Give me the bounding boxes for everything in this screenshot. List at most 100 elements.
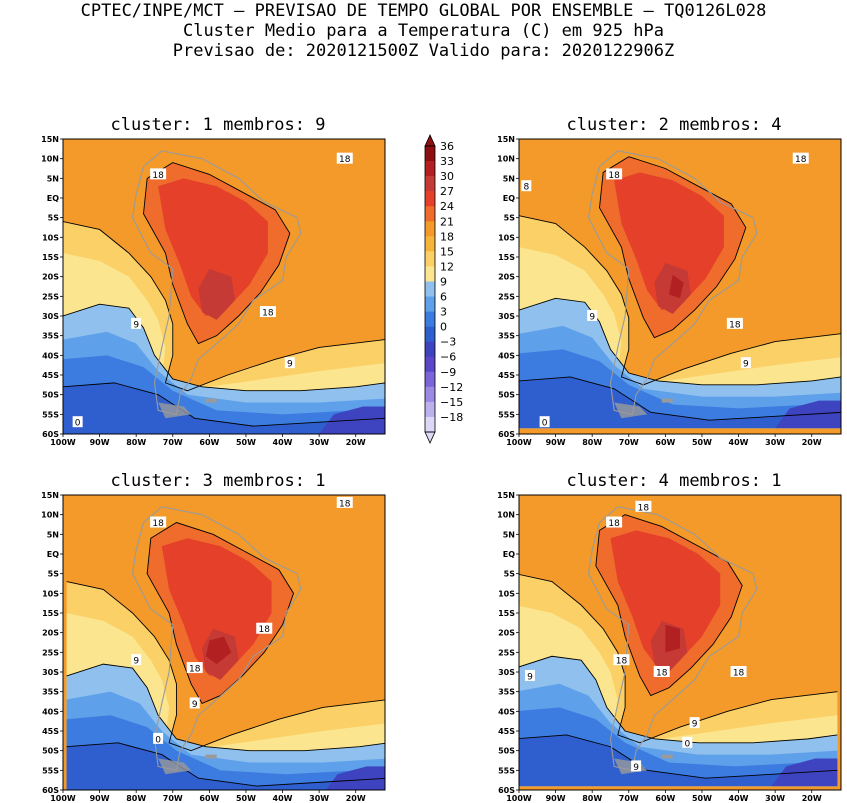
contour-label: 18 [635,500,652,513]
x-tick-label: 30W [309,438,329,447]
y-tick-label: 10S [498,589,515,598]
contour-label: 9 [587,310,598,323]
y-tick-label: 55S [498,766,515,775]
x-tick-label: 90W [90,794,110,803]
y-tick-label: 5N [503,174,515,183]
contour-label-box [653,666,670,677]
contour-label-text: 18 [152,171,164,181]
contour-label-text: 9 [287,360,293,370]
y-tick-label: 15N [41,491,59,500]
contour-label-box [539,416,550,428]
y-tick-label: 5S [504,570,516,579]
field-band-27 [161,538,272,676]
y-tick-label: 50S [42,391,59,400]
figure-title-line-3: Previsao de: 2020121500Z Valido para: 20… [172,41,675,61]
contour-label-text: 0 [684,739,690,749]
x-tick-label: 90W [546,438,566,447]
x-tick-label: 90W [90,438,110,447]
colorbar-label: 0 [440,321,447,334]
contour-label-box [740,357,751,369]
colorbar-frame [424,145,436,433]
contour-label-box [613,654,630,666]
contour-label: 18 [653,666,670,679]
field-band-27 [610,530,721,669]
y-tick-label: 30S [42,312,59,321]
contour-label-box [256,622,273,634]
y-tick-label: 55S [42,766,59,775]
contour-label: 9 [689,717,700,730]
field-band-27 [158,178,268,316]
x-tick-label: 50W [692,438,712,447]
y-tick-label: 10N [497,511,515,520]
temperature-field: 18 18 18 9 9 0 [63,139,385,434]
contour-label-text: 18 [262,309,274,319]
y-tick-label: 15S [42,253,59,262]
tierra-del-fuego [614,402,648,419]
x-tick-label: 70W [163,438,183,447]
y-tick-label: 45S [42,727,59,736]
map-panel: 18 18 18 9 9 0 cluster: 1 membros: 9 15N 10N 5N EQ… [41,115,386,447]
colorbar-swatch [425,146,435,162]
y-tick-label: 40S [42,351,59,360]
contour-label: 9 [189,697,200,710]
colorbar-label: 24 [440,200,454,213]
colorbar-label: 27 [440,185,454,198]
contour-label-box [631,760,642,772]
x-tick-label: 30W [765,794,785,803]
contour-line [519,297,841,386]
colorbar-label: −12 [440,381,463,394]
colorbar-swatch [425,221,435,237]
x-tick-label: 30W [309,794,329,803]
y-tick-label: 10S [42,233,59,242]
colorbar-label: −15 [440,396,463,409]
colorbar-swatch [425,416,435,433]
contour-label: 18 [606,168,623,181]
x-tick-label: 100W [506,438,532,447]
contour-label-box [606,516,623,528]
field-band-33 [665,624,680,653]
colorbar-label: 3 [440,306,447,319]
field-band-33 [205,636,232,665]
x-tick-label: 100W [506,794,532,803]
map-panel: 18 18 18 18 9 9 0 cluster: 3 membros: 1 15N 10N 5N… [41,471,386,803]
contour-label-box [72,416,83,428]
colorbar-label: 6 [440,291,447,304]
y-tick-label: 15N [497,135,515,144]
contour-line [599,156,747,339]
contour-label-box [186,662,203,674]
y-tick-label: 10N [41,155,59,164]
x-tick-label: 60W [655,794,675,803]
x-tick-label: 60W [655,438,675,447]
contour-label: 18 [336,152,353,165]
y-tick-label: 60S [498,786,515,795]
y-tick-label: 55S [42,410,59,419]
y-tick-label: 10N [497,155,515,164]
colorbar-label: −18 [440,411,463,424]
y-tick-label: 50S [42,747,59,756]
colorbar-label: 36 [440,140,454,153]
y-tick-label: 45S [498,727,515,736]
x-tick-label: 100W [50,438,76,447]
contour-label: 18 [792,152,809,165]
x-tick-label: 60W [199,794,219,803]
colorbar-swatch [425,326,435,342]
y-tick-label: 35S [42,332,59,341]
panel-frame [62,138,386,435]
y-tick-label: 40S [42,707,59,716]
contour-label-text: 18 [339,155,351,165]
colorbar-label: 18 [440,230,454,243]
y-tick-label: 35S [498,688,515,697]
x-tick-label: 50W [236,438,256,447]
field-band--3 [325,766,385,790]
y-tick-label: 25S [498,648,515,657]
colorbar-swatch [425,266,435,282]
y-tick-label: 10S [42,589,59,598]
x-tick-label: 80W [582,438,602,447]
contour-line [519,573,838,744]
contour-label-box [521,180,532,192]
y-tick-label: 50S [498,747,515,756]
colorbar-swatch [425,296,435,312]
